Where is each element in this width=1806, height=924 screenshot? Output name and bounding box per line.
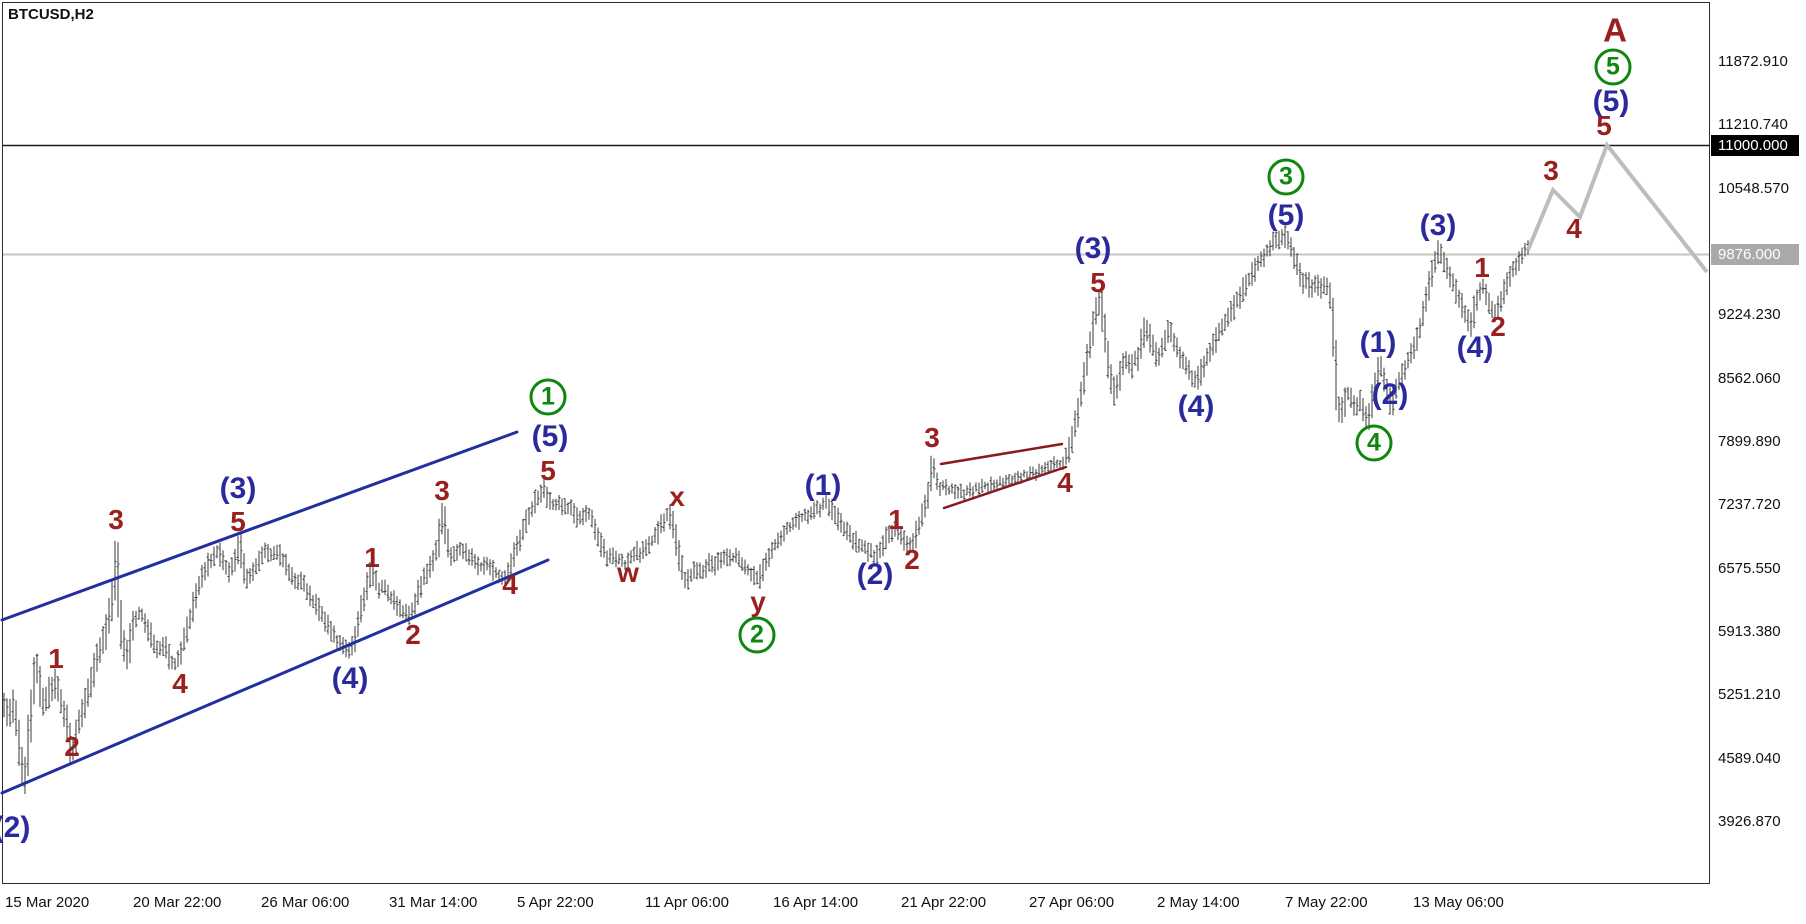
channel-trendline-1[interactable] bbox=[0, 430, 519, 622]
price-tick-label: 5913.380 bbox=[1718, 623, 1781, 640]
time-tick-label: 7 May 22:00 bbox=[1285, 894, 1368, 911]
price-tick-label: 6575.550 bbox=[1718, 560, 1781, 577]
time-tick-label: 11 Apr 06:00 bbox=[645, 894, 729, 911]
level-price-box: 11000.000 bbox=[1711, 134, 1799, 156]
symbol-title: BTCUSD,H2 bbox=[8, 6, 94, 23]
wedge-trendline-1[interactable] bbox=[939, 442, 1064, 466]
ohlc-bars bbox=[2, 225, 1530, 794]
price-axis[interactable]: 11872.910 11210.740 10548.570 9224.230 8562.… bbox=[1710, 0, 1806, 884]
price-tick-label: 8562.060 bbox=[1718, 370, 1781, 387]
price-tick-label: 10548.570 bbox=[1718, 180, 1789, 197]
current-price-box: 9876.000 bbox=[1711, 243, 1799, 265]
price-tick-label: 3926.870 bbox=[1718, 813, 1781, 830]
price-tick-label: 5251.210 bbox=[1718, 686, 1781, 703]
time-tick-label: 2 May 14:00 bbox=[1157, 894, 1240, 911]
chart-border bbox=[2, 2, 1710, 884]
time-tick-label: 16 Apr 14:00 bbox=[773, 894, 859, 911]
time-tick-label: 26 Mar 06:00 bbox=[261, 894, 350, 911]
price-tick-label: 9224.230 bbox=[1718, 306, 1781, 323]
time-tick-label: 20 Mar 22:00 bbox=[133, 894, 222, 911]
time-tick-label: 27 Apr 06:00 bbox=[1029, 894, 1115, 911]
price-tick-label: 7237.720 bbox=[1718, 496, 1781, 513]
time-tick-label: 15 Mar 2020 bbox=[5, 894, 90, 911]
price-tick-label: 7899.890 bbox=[1718, 433, 1781, 450]
time-tick-label: 31 Mar 14:00 bbox=[389, 894, 478, 911]
time-tick-label: 13 May 06:00 bbox=[1413, 894, 1504, 911]
channel-trendline-2[interactable] bbox=[0, 558, 550, 795]
wedge-trendline-2[interactable] bbox=[942, 465, 1068, 510]
price-tick-label: 4589.040 bbox=[1718, 750, 1781, 767]
time-tick-label: 21 Apr 22:00 bbox=[901, 894, 987, 911]
time-axis[interactable]: 15 Mar 2020 20 Mar 22:00 26 Mar 06:00 31 Ma… bbox=[0, 884, 1806, 924]
forecast-wave-path[interactable] bbox=[1526, 140, 1709, 274]
price-tick-label: 11210.740 bbox=[1718, 116, 1788, 133]
price-tick-label: 11872.910 bbox=[1718, 53, 1788, 70]
time-tick-label: 5 Apr 22:00 bbox=[517, 894, 594, 911]
